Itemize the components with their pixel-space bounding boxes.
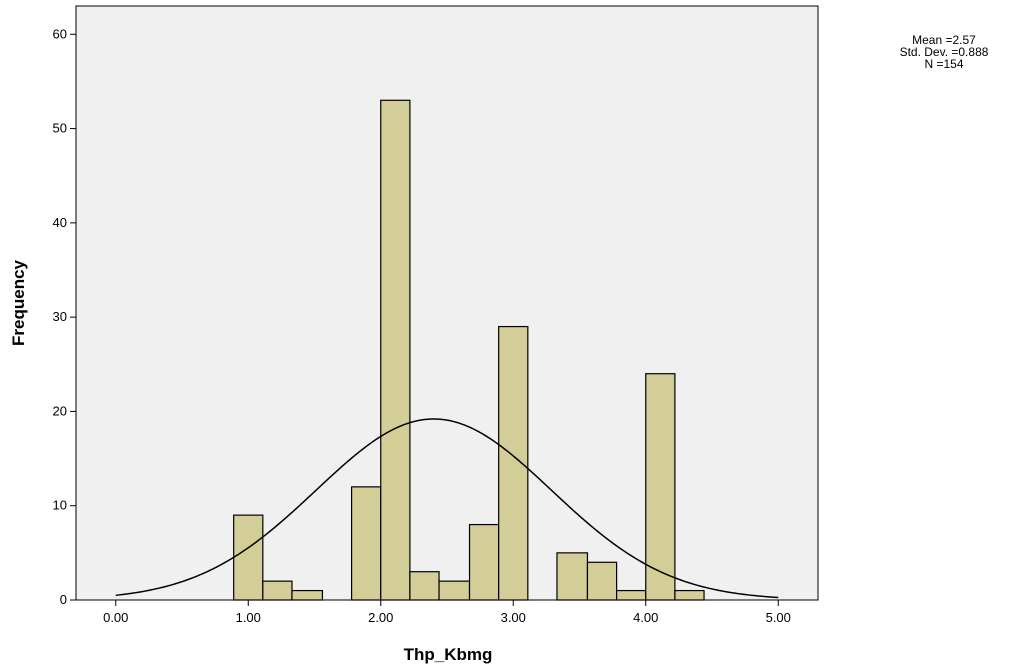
y-tick-label: 10 (53, 498, 67, 513)
histogram-bars (233, 99, 705, 601)
histogram-bar (615, 589, 647, 601)
x-tick-label: 2.00 (368, 610, 393, 625)
histogram-bar (645, 373, 676, 601)
y-tick-label: 50 (53, 121, 67, 136)
histogram-bar (498, 325, 529, 601)
y-tick-label: 40 (53, 215, 67, 230)
histogram-bar (468, 523, 500, 601)
histogram-bar (380, 99, 411, 601)
x-tick-label: 4.00 (633, 610, 658, 625)
mean-stat: Mean =2.57 (912, 33, 976, 47)
x-axis-title: Thp_Kbmg (404, 645, 493, 664)
histogram-bar (233, 514, 264, 601)
x-tick-label: 3.00 (501, 610, 526, 625)
y-tick-label: 20 (53, 403, 67, 418)
histogram-bar (262, 580, 293, 601)
histogram-bar (409, 571, 440, 601)
y-tick-label: 60 (53, 26, 67, 41)
y-axis: 0 10 20 30 40 50 60 (53, 26, 76, 607)
y-tick-label: 30 (53, 309, 67, 324)
normal-curve (115, 418, 779, 599)
histogram-bar (556, 552, 589, 601)
std-dev-stat: Std. Dev. =0.888 (899, 45, 989, 59)
y-tick-label: 0 (60, 592, 67, 607)
histogram-bar (351, 486, 382, 601)
x-tick-label: 5.00 (766, 610, 791, 625)
stats-legend: Mean =2.57 Std. Dev. =0.888 N =154 (860, 34, 1028, 70)
histogram-bar (438, 580, 471, 601)
histogram-bar (291, 589, 324, 601)
x-tick-label: 1.00 (236, 610, 261, 625)
x-axis: 0.00 1.00 2.00 3.00 4.00 5.00 (103, 600, 791, 625)
plot-area (75, 5, 819, 601)
x-tick-label: 0.00 (103, 610, 128, 625)
histogram-bar (586, 561, 618, 601)
histogram-bar (674, 589, 705, 601)
n-stat: N =154 (924, 57, 964, 71)
y-axis-title: Frequency (9, 259, 28, 346)
